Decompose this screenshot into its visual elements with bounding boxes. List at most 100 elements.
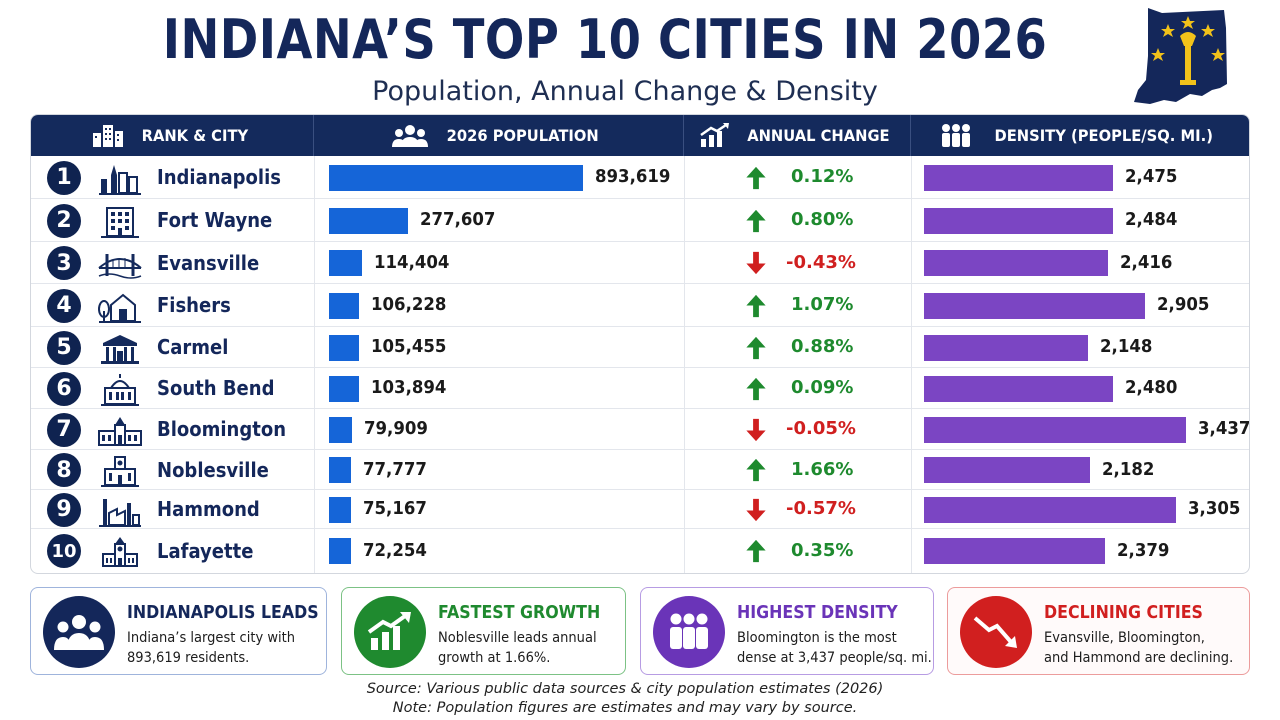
source-text: Source: Various public data sources & ci… xyxy=(366,681,884,697)
column-divider xyxy=(314,450,315,489)
city-icon-wrap xyxy=(31,493,151,527)
column-divider xyxy=(684,327,685,367)
card-line: Noblesville leads annual xyxy=(438,630,597,646)
arrow-up-icon xyxy=(746,209,766,232)
column-header-density: DENSITY (PEOPLE/SQ. MI.) xyxy=(911,115,1249,156)
city-icon-wrap xyxy=(31,534,151,568)
column-header-rank-city: RANK & CITY xyxy=(31,115,314,156)
card-title: INDIANAPOLIS LEADS xyxy=(127,602,319,623)
city-name: Carmel xyxy=(157,335,229,360)
arrow-up-icon xyxy=(746,539,766,563)
column-divider xyxy=(314,529,315,573)
crowd-icon xyxy=(653,596,725,668)
column-divider xyxy=(684,490,685,528)
population-bar xyxy=(329,496,351,523)
change-value: 0.88% xyxy=(791,336,854,358)
table-row: 1 Indianapolis 893,619 0.12% 2,475 xyxy=(31,156,1249,199)
growth-chart-icon xyxy=(354,596,426,668)
column-divider xyxy=(684,409,685,449)
population-bar xyxy=(329,164,583,191)
rank-badge: 7 xyxy=(47,412,81,447)
rank-badge: 2 xyxy=(47,203,81,238)
people-group-icon xyxy=(43,596,115,668)
population-value: 105,455 xyxy=(370,336,447,358)
table-row: 6 South Bend 103,894 0.09% 2,480 xyxy=(31,368,1249,409)
column-divider xyxy=(314,284,315,326)
density-value: 2,148 xyxy=(1099,336,1153,358)
arrow-up-icon xyxy=(746,458,766,482)
column-divider xyxy=(911,529,912,573)
arrow-up-icon xyxy=(746,377,766,400)
density-value: 3,305 xyxy=(1187,498,1241,520)
change-value: 1.66% xyxy=(791,458,854,480)
population-bar xyxy=(329,250,362,276)
density-value: 2,416 xyxy=(1120,251,1173,273)
population-bar xyxy=(329,207,408,234)
column-divider xyxy=(684,284,685,326)
rank-badge: 3 xyxy=(47,246,81,280)
summary-card-declining-cities: DECLINING CITIES Evansville, Bloomington… xyxy=(947,587,1250,675)
table-row: 3 Evansville 114,404 -0.43% 2,416 xyxy=(31,242,1249,284)
rank-badge: 9 xyxy=(47,492,81,527)
population-value: 77,777 xyxy=(363,458,428,480)
density-value: 2,475 xyxy=(1124,166,1178,188)
change-value: 0.80% xyxy=(791,209,854,231)
crowd-icon xyxy=(942,123,971,147)
card-line: 893,619 residents. xyxy=(127,650,250,666)
density-bar xyxy=(924,416,1186,443)
clock-tower-icon xyxy=(102,537,138,567)
city-name: Indianapolis xyxy=(157,165,281,190)
density-bar xyxy=(924,375,1114,402)
table-row: 10 Lafayette 72,254 0.35% 2,379 xyxy=(31,529,1249,573)
card-line: Evansville, Bloomington, xyxy=(1044,630,1205,646)
city-buildings-icon xyxy=(93,124,124,147)
dome-building-icon xyxy=(101,373,139,406)
city-icon-wrap xyxy=(31,372,151,406)
summary-card-highest-density: HIGHEST DENSITY Bloomington is the most … xyxy=(640,587,934,675)
arrow-up-icon xyxy=(746,336,766,359)
arrow-down-icon xyxy=(746,418,766,441)
change-value: 0.12% xyxy=(791,166,854,188)
city-icon-wrap xyxy=(31,161,151,195)
population-bar xyxy=(329,334,359,361)
column-divider xyxy=(911,490,912,528)
table-header: RANK & CITY 2026 POPULATION ANNUAL CHANG… xyxy=(31,115,1249,156)
density-value: 2,480 xyxy=(1125,377,1178,399)
city-icon-wrap xyxy=(31,289,151,323)
city-name: Fishers xyxy=(157,293,231,318)
page-title: INDIANA’S TOP 10 CITIES IN 2026 xyxy=(162,8,1048,71)
column-divider xyxy=(684,450,685,489)
population-bar xyxy=(329,292,360,319)
card-line: and Hammond are declining. xyxy=(1044,650,1234,666)
city-name: Fort Wayne xyxy=(157,208,273,233)
factory-icon xyxy=(99,498,141,527)
city-icon-wrap xyxy=(31,453,151,487)
column-divider xyxy=(911,242,912,283)
rank-badge: 6 xyxy=(47,371,81,406)
card-title: DECLINING CITIES xyxy=(1044,602,1203,623)
column-header-population: 2026 POPULATION xyxy=(314,115,684,156)
column-divider xyxy=(314,199,315,241)
table-row: 2 Fort Wayne 277,607 0.80% 2,484 xyxy=(31,199,1249,242)
indiana-state-map-icon xyxy=(1134,8,1227,104)
change-value: 1.07% xyxy=(791,294,854,316)
population-value: 893,619 xyxy=(595,166,671,188)
trend-up-icon xyxy=(699,122,729,147)
footer-source: Source: Various public data sources & ci… xyxy=(0,680,1250,718)
university-icon xyxy=(98,416,142,446)
arrow-up-icon xyxy=(746,294,766,317)
change-value: 0.35% xyxy=(791,539,854,561)
card-text: Bloomington is the most dense at 3,437 p… xyxy=(737,628,932,668)
rank-badge: 10 xyxy=(47,534,81,568)
density-value: 2,379 xyxy=(1117,539,1170,561)
table-row: 7 Bloomington 79,909 -0.05% 3,437 xyxy=(31,409,1249,450)
density-value: 2,182 xyxy=(1102,458,1155,480)
city-name: Evansville xyxy=(157,250,260,275)
population-bar xyxy=(329,457,352,483)
card-line: Bloomington is the most xyxy=(737,630,897,646)
column-divider xyxy=(911,156,912,198)
table-row: 4 Fishers 106,228 1.07% 2,905 xyxy=(31,284,1249,327)
density-bar xyxy=(924,292,1146,319)
column-divider xyxy=(314,368,315,408)
city-icon-wrap xyxy=(31,204,151,238)
